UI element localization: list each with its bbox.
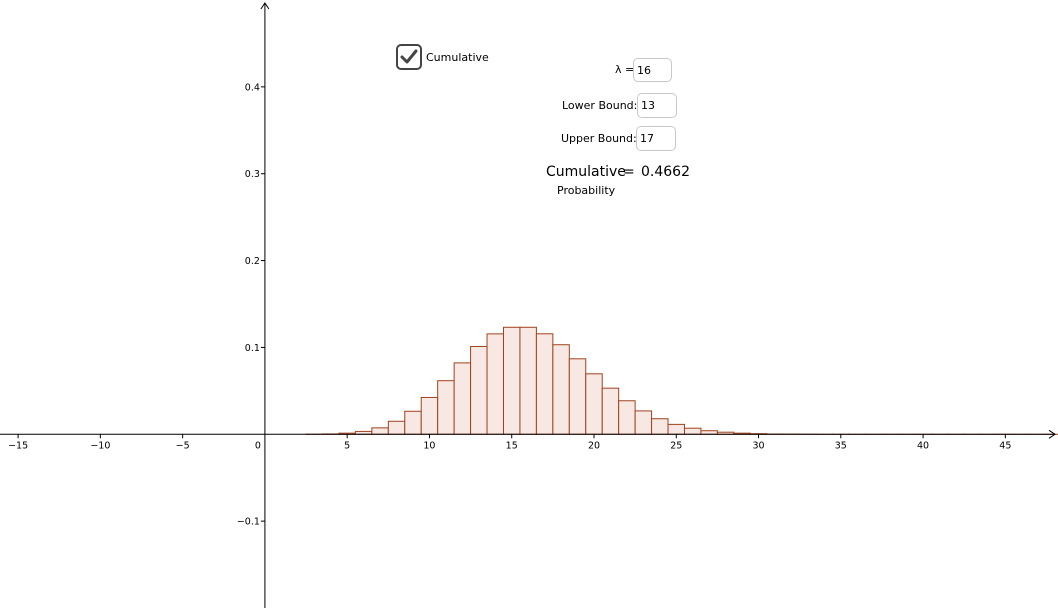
bar	[651, 418, 669, 435]
bar	[519, 326, 537, 435]
bar	[601, 387, 620, 435]
x-tick-label: −10	[90, 440, 110, 451]
bar	[387, 420, 406, 435]
bar	[371, 427, 389, 435]
y-tick-label: 0.4	[245, 82, 260, 93]
cumulative-checkbox-label[interactable]: Cumulative	[426, 51, 489, 64]
bar	[618, 400, 636, 435]
bar	[585, 373, 603, 435]
result-subtitle: Probability	[557, 184, 616, 197]
x-tick-label: −15	[8, 440, 28, 451]
bar	[667, 423, 685, 435]
lambda-label: λ =	[615, 63, 635, 76]
x-tick-label: 15	[506, 440, 518, 451]
x-tick-label: 0	[255, 440, 261, 451]
checkmark-icon	[400, 49, 418, 64]
upper-bound-input[interactable]	[636, 126, 676, 151]
bar	[700, 430, 718, 435]
tick-labels: −15 −10 −5 0 5 10 15 20 25 30 35 40 45 −0.1 0.1 0.2 0.3 0…	[8, 82, 1011, 527]
result-value: 0.4662	[641, 164, 690, 180]
bar	[404, 410, 422, 435]
bar	[437, 380, 455, 435]
x-tick-label: 30	[752, 440, 764, 451]
result-equals: =	[623, 164, 635, 180]
x-tick-label: 20	[588, 440, 600, 451]
bar-series	[305, 326, 1058, 435]
lower-bound-input[interactable]	[637, 93, 677, 118]
x-tick-label: 35	[835, 440, 847, 451]
bar	[453, 362, 472, 435]
x-tick-label: 10	[423, 440, 435, 451]
bar	[420, 396, 439, 435]
x-tick-label: 25	[670, 440, 682, 451]
bar	[486, 333, 504, 435]
cumulative-checkbox[interactable]	[396, 44, 422, 70]
x-tick-label: 40	[917, 440, 929, 451]
lower-bound-label: Lower Bound:	[562, 99, 638, 112]
y-tick-label: −0.1	[237, 517, 260, 528]
lambda-input[interactable]	[633, 58, 672, 82]
y-tick-label: 0.1	[245, 343, 260, 354]
x-tick-label: −5	[176, 440, 190, 451]
upper-bound-label: Upper Bound:	[561, 132, 637, 145]
y-tick-label: 0.2	[245, 256, 260, 267]
x-axis-arrow-icon	[1048, 429, 1056, 439]
x-tick-label: 5	[344, 440, 350, 451]
bar	[470, 345, 488, 435]
y-axis-arrow-icon	[260, 2, 270, 10]
bar	[683, 427, 702, 435]
bar	[502, 326, 521, 435]
bar	[552, 344, 570, 435]
y-tick-label: 0.3	[245, 169, 260, 180]
bar	[634, 410, 653, 435]
x-tick-label: 45	[999, 440, 1011, 451]
bar	[568, 358, 587, 435]
result-name: Cumulative	[546, 164, 626, 180]
bar	[535, 333, 554, 435]
